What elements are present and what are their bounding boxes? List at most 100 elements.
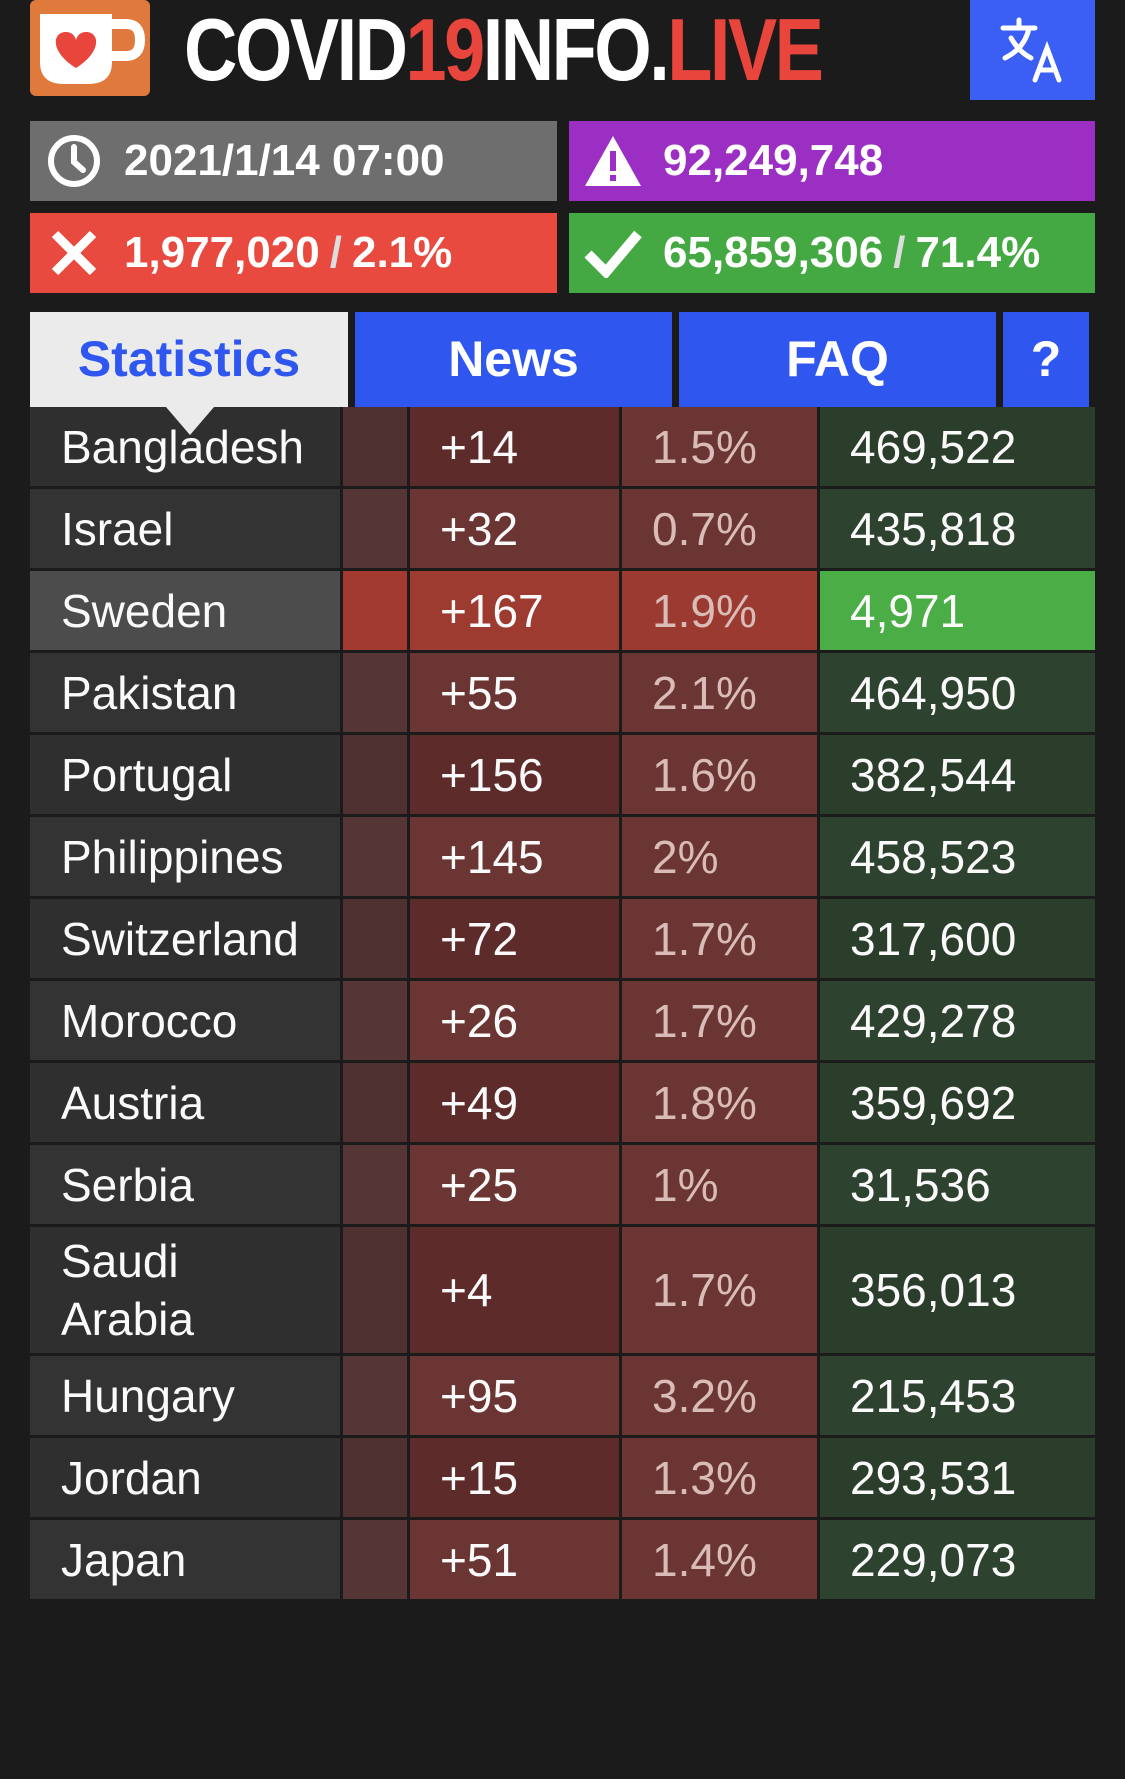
- table-row[interactable]: Portugal +156 1.6% 382,544: [30, 735, 1095, 817]
- death-rate-cell: 1.6%: [622, 735, 817, 814]
- country-cell: Japan: [30, 1520, 340, 1599]
- country-cell: Morocco: [30, 981, 340, 1060]
- table-row[interactable]: Hungary +95 3.2% 215,453: [30, 1356, 1095, 1438]
- table-row[interactable]: Israel +32 0.7% 435,818: [30, 489, 1095, 571]
- table-row[interactable]: Jordan +15 1.3% 293,531: [30, 1438, 1095, 1520]
- new-deaths-cell: +156: [410, 735, 619, 814]
- tab-news[interactable]: News: [355, 312, 672, 407]
- new-deaths-cell: +15: [410, 1438, 619, 1517]
- trend-bar-cell: [343, 1520, 407, 1599]
- new-deaths-cell: +72: [410, 899, 619, 978]
- country-cell: Hungary: [30, 1356, 340, 1435]
- trend-bar-cell: [343, 735, 407, 814]
- active-cases-cell: 429,278: [820, 981, 1095, 1060]
- title-19: 19: [405, 0, 486, 99]
- active-cases-cell: 317,600: [820, 899, 1095, 978]
- table-row[interactable]: Austria +49 1.8% 359,692: [30, 1063, 1095, 1145]
- death-rate-cell: 1.9%: [622, 571, 817, 650]
- country-cell: Philippines: [30, 817, 340, 896]
- active-cases-cell: 229,073: [820, 1520, 1095, 1599]
- active-cases-cell: 458,523: [820, 817, 1095, 896]
- language-button[interactable]: [970, 0, 1095, 100]
- new-deaths-cell: +55: [410, 653, 619, 732]
- site-header: COVID19INFO.LIVE: [0, 0, 1125, 100]
- death-rate-cell: 3.2%: [622, 1356, 817, 1435]
- coffee-cup-heart-icon[interactable]: [30, 0, 150, 96]
- country-cell: Sweden: [30, 571, 340, 650]
- trend-bar-cell: [343, 1145, 407, 1224]
- death-rate-cell: 1.7%: [622, 899, 817, 978]
- active-cases-cell: 4,971: [820, 571, 1095, 650]
- trend-bar-cell: [343, 817, 407, 896]
- death-rate-cell: 2%: [622, 817, 817, 896]
- table-row[interactable]: Philippines +145 2% 458,523: [30, 817, 1095, 899]
- death-rate-cell: 1.7%: [622, 981, 817, 1060]
- tab-faq[interactable]: FAQ: [679, 312, 996, 407]
- trend-bar-cell: [343, 653, 407, 732]
- new-deaths-cell: +49: [410, 1063, 619, 1142]
- table-row[interactable]: Bangladesh +14 1.5% 469,522: [30, 407, 1095, 489]
- table-row[interactable]: Morocco +26 1.7% 429,278: [30, 981, 1095, 1063]
- x-icon: [44, 223, 104, 283]
- active-cases-cell: 356,013: [820, 1227, 1095, 1353]
- clock-icon: [44, 131, 104, 191]
- active-cases-cell: 382,544: [820, 735, 1095, 814]
- active-cases-cell: 435,818: [820, 489, 1095, 568]
- death-rate-cell: 1.7%: [622, 1227, 817, 1353]
- country-cell: Switzerland: [30, 899, 340, 978]
- country-cell: Pakistan: [30, 653, 340, 732]
- new-deaths-cell: +14: [410, 407, 619, 486]
- new-deaths-cell: +32: [410, 489, 619, 568]
- active-cases-cell: 293,531: [820, 1438, 1095, 1517]
- deaths-separator: /: [329, 228, 342, 277]
- last-updated-value: 2021/1/14 07:00: [124, 136, 445, 185]
- country-cell: Serbia: [30, 1145, 340, 1224]
- death-rate-cell: 1.4%: [622, 1520, 817, 1599]
- table-row[interactable]: Saudi Arabia +4 1.7% 356,013: [30, 1227, 1095, 1356]
- statistics-table: Bangladesh +14 1.5% 469,522 Israel +32 0.7% 435…: [30, 407, 1095, 1602]
- recovered-separator: /: [893, 228, 906, 277]
- trend-bar-cell: [343, 981, 407, 1060]
- main-tabs: Statistics News FAQ ?: [0, 312, 1125, 407]
- death-rate-cell: 1%: [622, 1145, 817, 1224]
- table-row[interactable]: Pakistan +55 2.1% 464,950: [30, 653, 1095, 735]
- active-cases-cell: 215,453: [820, 1356, 1095, 1435]
- site-title[interactable]: COVID19INFO.LIVE: [184, 0, 824, 100]
- recovered-percent: 71.4%: [915, 228, 1041, 277]
- tab-help[interactable]: ?: [1003, 312, 1089, 407]
- title-covid: COVID: [184, 0, 408, 99]
- death-rate-cell: 1.3%: [622, 1438, 817, 1517]
- trend-bar-cell: [343, 1227, 407, 1353]
- translate-icon: [1000, 17, 1061, 83]
- recovered-box: 65,859,306 / 71.4%: [569, 213, 1095, 293]
- new-deaths-cell: +4: [410, 1227, 619, 1353]
- total-cases-box: 92,249,748: [569, 121, 1095, 201]
- new-deaths-cell: +25: [410, 1145, 619, 1224]
- deaths-box: 1,977,020 / 2.1%: [30, 213, 557, 293]
- check-icon: [583, 223, 643, 283]
- country-cell: Portugal: [30, 735, 340, 814]
- trend-bar-cell: [343, 899, 407, 978]
- deaths-percent: 2.1%: [351, 228, 453, 277]
- table-row[interactable]: Sweden +167 1.9% 4,971: [30, 571, 1095, 653]
- active-cases-cell: 469,522: [820, 407, 1095, 486]
- country-cell: Israel: [30, 489, 340, 568]
- trend-bar-cell: [343, 407, 407, 486]
- country-cell: Austria: [30, 1063, 340, 1142]
- active-cases-cell: 359,692: [820, 1063, 1095, 1142]
- table-row[interactable]: Serbia +25 1% 31,536: [30, 1145, 1095, 1227]
- warning-icon: [583, 131, 643, 191]
- death-rate-cell: 1.8%: [622, 1063, 817, 1142]
- new-deaths-cell: +26: [410, 981, 619, 1060]
- total-cases-value: 92,249,748: [663, 136, 884, 185]
- new-deaths-cell: +51: [410, 1520, 619, 1599]
- new-deaths-cell: +145: [410, 817, 619, 896]
- country-cell: Jordan: [30, 1438, 340, 1517]
- tab-statistics[interactable]: Statistics: [30, 312, 348, 407]
- new-deaths-cell: +167: [410, 571, 619, 650]
- table-row[interactable]: Japan +51 1.4% 229,073: [30, 1520, 1095, 1602]
- table-row[interactable]: Switzerland +72 1.7% 317,600: [30, 899, 1095, 981]
- death-rate-cell: 1.5%: [622, 407, 817, 486]
- trend-bar-cell: [343, 489, 407, 568]
- trend-bar-cell: [343, 1063, 407, 1142]
